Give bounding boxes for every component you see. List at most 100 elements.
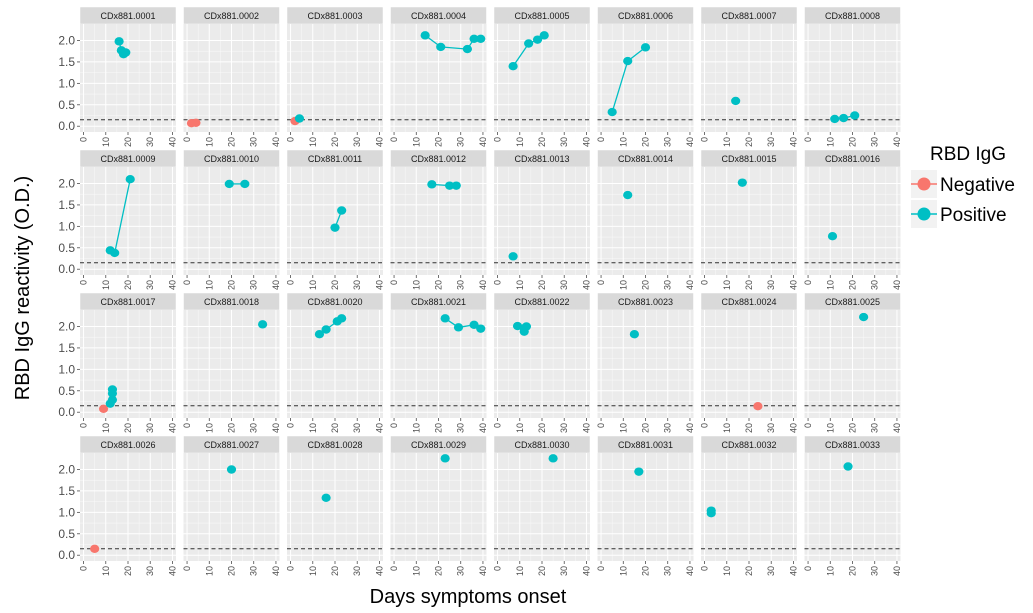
facet-strip-label: CDx881.0002: [204, 11, 259, 21]
x-tick-label: 10: [515, 423, 525, 433]
facet-panel: CDx881.0022 0 10 20 30 40: [493, 292, 591, 433]
x-tick-label: 0: [286, 423, 296, 428]
gridlines: [390, 453, 487, 561]
x-tick-label: 0: [596, 280, 606, 285]
x-tick-label: 20: [330, 566, 340, 576]
x-tick-label: 40: [167, 280, 177, 290]
facet-strip-label: CDx881.0025: [825, 297, 880, 307]
data-point-positive: [843, 462, 853, 471]
x-tick-label: 30: [559, 137, 569, 147]
facet-strip-label: CDx881.0008: [825, 11, 880, 21]
data-point-positive: [623, 190, 633, 200]
data-point-positive: [850, 111, 860, 120]
gridlines: [287, 24, 383, 132]
facet-panel: CDx881.0015 0 10 20 30 40: [700, 149, 798, 290]
y-tick-label: 2.0: [58, 463, 75, 477]
x-tick-label: 20: [848, 423, 858, 433]
data-point-negative: [90, 544, 100, 553]
data-point-positive: [476, 324, 486, 333]
x-tick-label: 20: [641, 280, 651, 290]
data-point-positive: [548, 454, 558, 463]
x-tick-label: 10: [411, 280, 421, 290]
x-tick-label: 0: [596, 137, 606, 142]
data-point-positive: [532, 35, 543, 44]
x-tick-label: 30: [559, 280, 569, 290]
facet-panel: CDx881.0033 0 10 20 30 40: [803, 435, 902, 576]
x-tick-label: 40: [271, 280, 281, 290]
data-point-positive: [121, 48, 131, 57]
x-tick-label: 0: [182, 423, 192, 428]
data-point-positive: [294, 114, 305, 123]
data-point-positive: [440, 314, 450, 323]
facet-panel: CDx881.0025 0 10 20 30 40: [803, 292, 902, 433]
y-tick-label: 1.5: [58, 484, 75, 498]
x-tick-label: 0: [700, 280, 710, 285]
x-tick-label: 40: [685, 280, 695, 290]
x-tick-label: 40: [271, 566, 281, 576]
facet-strip-label: CDx881.0023: [618, 297, 673, 307]
data-point-positive: [240, 179, 250, 189]
data-point-positive: [469, 320, 479, 329]
x-tick-label: 40: [892, 566, 902, 576]
x-tick-label: 0: [596, 566, 606, 571]
gridlines: [701, 24, 797, 132]
facet-strip-label: CDx881.0028: [307, 440, 362, 450]
data-point-positive: [634, 467, 644, 476]
x-tick-label: 0: [700, 566, 710, 571]
data-point-positive: [258, 320, 268, 329]
facet-strip-label: CDx881.0020: [307, 297, 362, 307]
facet-panel: CDx881.0026 0 10 20 30 40: [79, 435, 177, 576]
legend-key-positive: [917, 207, 931, 221]
data-point-positive: [321, 493, 331, 502]
gridlines: [701, 453, 797, 561]
x-tick-label: 0: [389, 566, 399, 571]
y-tick-label: 1.0: [58, 362, 75, 376]
x-tick-label: 40: [374, 137, 384, 147]
x-tick-label: 30: [663, 137, 673, 147]
facet-panel: CDx881.0023 0 10 20 30 40: [596, 292, 695, 433]
x-tick-label: 10: [618, 423, 628, 433]
x-tick-label: 10: [825, 566, 835, 576]
x-tick-label: 20: [537, 280, 547, 290]
x-tick-label: 30: [663, 280, 673, 290]
x-tick-label: 10: [204, 566, 214, 576]
x-tick-label: 20: [123, 137, 133, 147]
x-tick-label: 20: [434, 566, 444, 576]
data-point-negative: [191, 118, 201, 127]
facet-panel: CDx881.0016 0 10 20 30 40: [803, 149, 902, 290]
x-tick-label: 30: [145, 137, 155, 147]
facet-panel: CDx881.0004 0 10 20 30 40: [389, 6, 488, 147]
x-tick-label: 40: [788, 137, 798, 147]
data-point-positive: [321, 325, 331, 334]
facet-panel: CDx881.0007 0 10 20 30 40: [700, 6, 798, 147]
x-tick-label: 0: [803, 280, 813, 285]
x-tick-label: 30: [766, 280, 776, 290]
x-tick-label: 0: [803, 137, 813, 142]
x-tick-label: 0: [803, 566, 813, 571]
facet-panel: CDx881.0029 0 10 20 30 40: [389, 435, 488, 576]
x-tick-label: 40: [478, 566, 488, 576]
x-tick-label: 20: [434, 423, 444, 433]
x-tick-label: 40: [892, 137, 902, 147]
y-tick-label: 1.5: [58, 55, 75, 69]
y-tick-label: 0.0: [58, 405, 75, 419]
x-tick-label: 40: [374, 280, 384, 290]
x-tick-label: 20: [227, 137, 237, 147]
data-point-positive: [737, 178, 747, 187]
gridlines: [804, 310, 901, 418]
x-tick-label: 30: [456, 423, 466, 433]
facet-strip-label: CDx881.0032: [721, 440, 776, 450]
facet-panel: CDx881.0010 0 10 20 30 40: [182, 149, 281, 290]
x-tick-label: 40: [685, 566, 695, 576]
gridlines: [80, 167, 176, 275]
data-point-positive: [524, 39, 534, 48]
x-tick-label: 40: [685, 137, 695, 147]
x-tick-label: 30: [766, 566, 776, 576]
x-tick-label: 10: [722, 280, 732, 290]
x-tick-label: 40: [374, 423, 384, 433]
x-tick-label: 10: [722, 566, 732, 576]
data-point-positive: [224, 179, 234, 189]
x-tick-label: 10: [618, 280, 628, 290]
x-tick-label: 20: [123, 566, 133, 576]
x-tick-label: 0: [493, 280, 503, 285]
